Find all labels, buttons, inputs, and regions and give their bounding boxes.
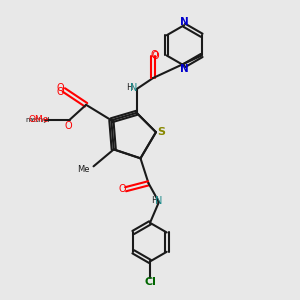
Text: H: H — [151, 196, 158, 205]
Text: Me: Me — [77, 165, 89, 174]
Text: Cl: Cl — [144, 277, 156, 287]
Text: H: H — [126, 83, 132, 92]
Text: N: N — [130, 82, 137, 93]
Text: O: O — [56, 83, 64, 94]
Text: O: O — [151, 50, 158, 60]
Text: O: O — [118, 184, 126, 194]
Text: OMe: OMe — [29, 115, 49, 124]
Text: S: S — [157, 127, 165, 137]
Text: O: O — [64, 121, 72, 130]
Text: O: O — [152, 51, 159, 62]
Text: methyl: methyl — [26, 117, 50, 123]
Text: N: N — [154, 196, 162, 206]
Text: N: N — [180, 64, 189, 74]
Text: N: N — [180, 16, 189, 27]
Text: O: O — [56, 87, 64, 97]
